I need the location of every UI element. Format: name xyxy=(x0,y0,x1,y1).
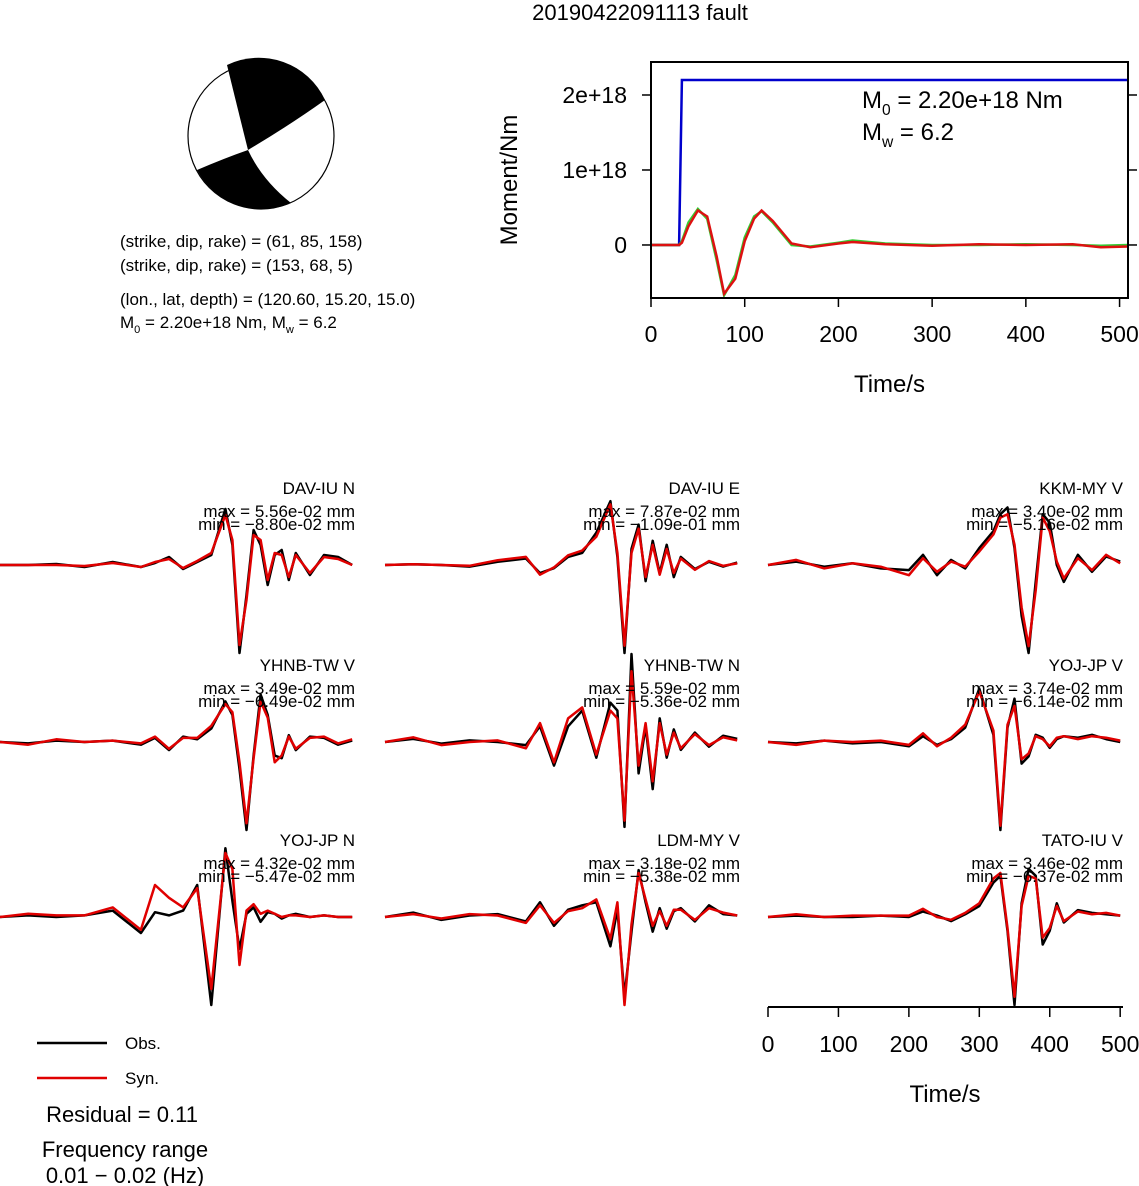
symbol: M xyxy=(862,119,882,146)
location-text: (lon., lat, depth) = (120.60, 15.20, 15.… xyxy=(120,290,415,309)
panel-title: DAV-IU N xyxy=(283,479,355,498)
magnitude-text: M0 = 2.20e+18 Nm, Mw = 6.2 xyxy=(120,313,337,336)
label-text: = 2.20e+18 Nm xyxy=(891,87,1063,114)
label-text: = 6.2 xyxy=(294,313,337,332)
annotation: Mw = 6.2 xyxy=(862,119,954,151)
symbol: M xyxy=(272,313,286,332)
panel-title: YOJ-JP N xyxy=(280,831,355,850)
x-tick-label: 300 xyxy=(913,321,951,347)
subscript: 0 xyxy=(882,102,891,119)
panel-max: max = 3.74e-02 mm xyxy=(971,679,1123,698)
x-tick-label: 400 xyxy=(1007,321,1045,347)
panel-title: YOJ-JP V xyxy=(1049,656,1124,675)
x-tick-label: 200 xyxy=(819,321,857,347)
panel-title: TATO-IU V xyxy=(1042,831,1124,850)
moment-line xyxy=(651,208,1129,297)
panel-max: max = 3.40e-02 mm xyxy=(971,502,1123,521)
x-axis-label: Time/s xyxy=(854,371,925,398)
panel-min: min = −5.38e-02 mm xyxy=(583,867,740,886)
panel-min: min = −6.37e-02 mm xyxy=(966,867,1123,886)
y-axis-label: Moment/Nm xyxy=(496,115,523,246)
trace xyxy=(767,512,1121,648)
symbol: M xyxy=(120,313,134,332)
x-tick-label: 200 xyxy=(890,1031,928,1057)
panel-min: min = −5.47e-02 mm xyxy=(198,867,355,886)
x-tick-label: 100 xyxy=(819,1031,857,1057)
panel-max: max = 3.18e-02 mm xyxy=(588,854,740,873)
x-axis-label: Time/s xyxy=(909,1081,980,1108)
subscript: 0 xyxy=(134,324,140,336)
x-tick-label: 0 xyxy=(762,1031,775,1057)
subscript: w xyxy=(881,134,894,151)
plot-frame xyxy=(650,61,1129,299)
residual: Residual = 0.11 xyxy=(46,1102,198,1127)
panel-max: max = 5.56e-02 mm xyxy=(203,502,355,521)
y-tick-label: 0 xyxy=(614,232,627,258)
trace xyxy=(0,693,353,832)
panel-min: min = −5.16e-02 mm xyxy=(966,515,1123,534)
panel-title: LDM-MY V xyxy=(657,831,740,850)
panel-max: max = 4.32e-02 mm xyxy=(203,854,355,873)
trace xyxy=(0,700,353,825)
panel-title: YHNB-TW N xyxy=(644,656,740,675)
trace xyxy=(384,503,738,647)
symbol: M xyxy=(862,87,882,114)
legend-label: Syn. xyxy=(125,1069,159,1088)
x-tick-label: 0 xyxy=(645,321,658,347)
panel-max: max = 3.49e-02 mm xyxy=(203,679,355,698)
trace xyxy=(384,871,738,1007)
x-tick-label: 500 xyxy=(1100,321,1138,347)
panel-max: max = 7.87e-02 mm xyxy=(588,502,740,521)
x-tick-label: 500 xyxy=(1101,1031,1139,1057)
x-tick-label: 100 xyxy=(726,321,764,347)
trace xyxy=(767,690,1121,827)
trace xyxy=(767,867,1121,1007)
panel-title: DAV-IU E xyxy=(669,479,740,498)
panel-min: min = −1.09e-01 mm xyxy=(583,515,740,534)
panel-min: min = −8.80e-02 mm xyxy=(198,515,355,534)
x-tick-label: 400 xyxy=(1031,1031,1069,1057)
trace xyxy=(384,868,738,998)
frequency-title: Frequency range xyxy=(42,1137,208,1162)
panel-min: min = −6.49e-02 mm xyxy=(198,692,355,711)
panel-title: KKM-MY V xyxy=(1039,479,1123,498)
figure-title: 20190422091113 fault xyxy=(532,0,748,25)
label-text: = 6.2 xyxy=(893,119,954,146)
label-text: = 2.20e+18 Nm, xyxy=(140,313,271,332)
panel-min: min = −5.36e-02 mm xyxy=(583,692,740,711)
trace xyxy=(0,513,353,647)
panel-title: YHNB-TW V xyxy=(260,656,356,675)
frequency-range: 0.01 − 0.02 (Hz) xyxy=(46,1163,204,1186)
moment-line xyxy=(651,78,1128,247)
y-tick-label: 1e+18 xyxy=(562,157,627,183)
plane2-text: (strike, dip, rake) = (153, 68, 5) xyxy=(120,256,353,275)
x-tick-label: 300 xyxy=(960,1031,998,1057)
trace xyxy=(767,871,1121,999)
beachball xyxy=(187,57,335,210)
panel-min: min = −6.14e-02 mm xyxy=(966,692,1123,711)
trace xyxy=(384,670,738,822)
subscript: w xyxy=(285,324,294,336)
annotation: M0 = 2.20e+18 Nm xyxy=(862,87,1063,119)
panel-max: max = 3.46e-02 mm xyxy=(971,854,1123,873)
plane1-text: (strike, dip, rake) = (61, 85, 158) xyxy=(120,232,362,251)
panel-max: max = 5.59e-02 mm xyxy=(588,679,740,698)
legend-label: Obs. xyxy=(125,1034,161,1053)
y-tick-label: 2e+18 xyxy=(562,82,627,108)
trace xyxy=(0,851,353,991)
